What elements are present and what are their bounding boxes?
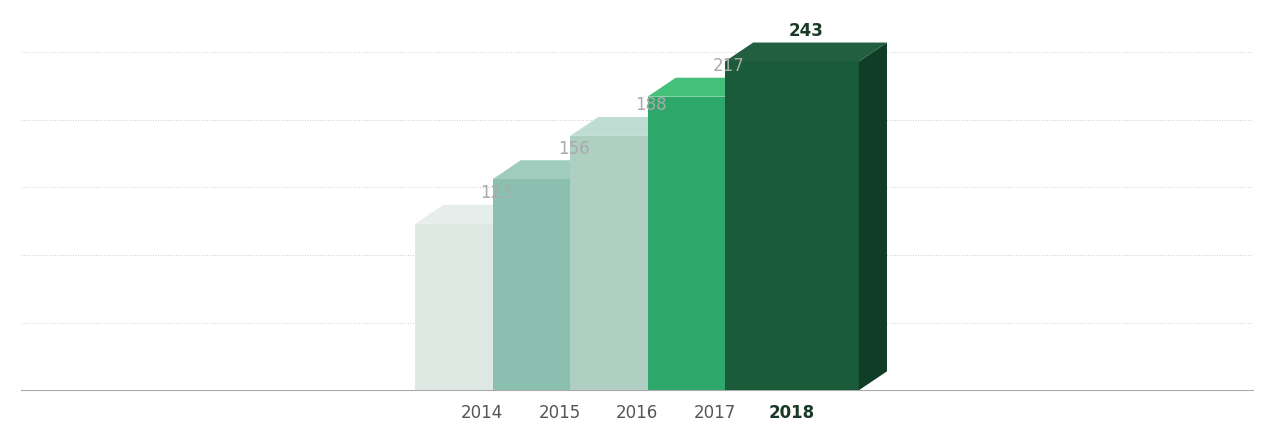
Polygon shape xyxy=(493,160,655,179)
Polygon shape xyxy=(569,136,705,390)
Text: 156: 156 xyxy=(558,140,590,158)
Polygon shape xyxy=(647,78,809,97)
Polygon shape xyxy=(781,78,809,390)
Polygon shape xyxy=(415,224,549,390)
Polygon shape xyxy=(493,179,627,390)
Text: 217: 217 xyxy=(712,57,744,75)
Polygon shape xyxy=(569,117,733,136)
Text: 243: 243 xyxy=(789,22,823,40)
Polygon shape xyxy=(415,205,577,224)
Polygon shape xyxy=(647,97,781,390)
Polygon shape xyxy=(549,205,577,390)
Text: 123: 123 xyxy=(480,184,512,202)
Polygon shape xyxy=(627,160,655,390)
Polygon shape xyxy=(705,117,733,390)
Polygon shape xyxy=(725,62,859,390)
Text: 188: 188 xyxy=(636,96,666,114)
Polygon shape xyxy=(859,43,887,390)
Polygon shape xyxy=(725,43,887,62)
